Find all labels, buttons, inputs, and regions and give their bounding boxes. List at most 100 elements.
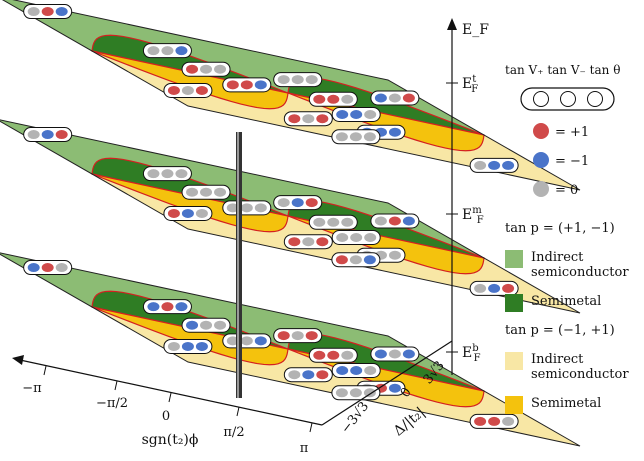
legend-dot-label: = +1 <box>555 125 589 140</box>
badge-dot <box>388 93 401 103</box>
phi-axis-label: sgn(t₂)ϕ <box>142 432 199 448</box>
badge-dot <box>336 233 349 242</box>
state-badge <box>331 252 381 268</box>
badge-dot <box>502 283 515 293</box>
state-badge <box>331 129 381 145</box>
badge-dot <box>55 130 68 140</box>
legend-dot-label: = 0 <box>555 183 578 198</box>
badge-dot <box>335 132 348 142</box>
badge-dot <box>388 383 401 393</box>
badge-dot <box>226 336 239 346</box>
badge-dot <box>302 237 315 247</box>
badge-dot <box>277 75 290 85</box>
energy-axis-arrow <box>447 18 457 30</box>
badge-dot <box>147 302 160 312</box>
badge-dot <box>288 114 301 124</box>
legend-group1-label: semiconductor <box>531 265 629 280</box>
phi-tick-label: −π/2 <box>96 396 128 411</box>
badge-dot <box>186 64 199 74</box>
badge-dot <box>350 110 363 119</box>
badge-dot <box>335 255 348 265</box>
state-badge <box>273 72 323 88</box>
legend-group1-label: Semimetal <box>531 294 601 309</box>
energy-level-label: Eb F <box>462 343 481 364</box>
badge-dot <box>316 237 329 247</box>
phi-tick <box>43 365 47 376</box>
badge-dot <box>302 370 315 380</box>
badge-dot <box>147 46 160 56</box>
badge-dot <box>363 255 376 265</box>
badge-dot <box>388 349 401 359</box>
state-badge <box>370 90 420 106</box>
layer-top <box>1 0 581 191</box>
region-yellow-semimetal-left <box>91 50 289 110</box>
delta-axis <box>321 340 453 426</box>
state-badge <box>273 328 323 344</box>
state-badge <box>163 338 213 354</box>
badge-dot <box>349 388 362 398</box>
badge-dot <box>55 263 68 273</box>
delta-tick-label: −3√3 <box>338 399 372 436</box>
state-badge <box>331 363 381 378</box>
badge-dot <box>374 93 387 103</box>
legend-badge-slot <box>533 91 549 107</box>
layer-outline <box>0 252 581 447</box>
legend-group: tan V₊ tan V₋ tan θ = +1 = −1 = 0 tan p = (+… <box>505 63 629 414</box>
badge-dot <box>161 169 174 179</box>
badge-dot <box>254 203 267 213</box>
badge-dot <box>288 370 301 380</box>
badge-dot <box>327 350 340 360</box>
state-badge <box>273 195 323 211</box>
badge-dot <box>167 85 180 95</box>
layer-outline <box>1 0 581 191</box>
badge-dot <box>474 416 487 426</box>
legend-group2-swatch <box>505 396 523 414</box>
legend-dot <box>533 123 549 139</box>
badge-dot <box>349 132 362 142</box>
legend-group1-title: tan p = (+1, −1) <box>505 221 615 236</box>
legend-group2-title: tan p = (−1, +1) <box>505 323 615 338</box>
phi-tick <box>309 422 313 433</box>
badge-dot <box>254 336 267 346</box>
badge-dot <box>161 302 174 312</box>
state-badge <box>308 347 358 363</box>
badge-dot <box>364 366 377 375</box>
state-badge <box>222 333 272 349</box>
state-badge <box>181 317 231 333</box>
badge-dot <box>305 198 318 208</box>
badge-dot <box>388 250 401 260</box>
badge-dot <box>55 7 68 17</box>
badge-dot <box>27 7 40 17</box>
state-badge <box>181 184 231 200</box>
badge-dot <box>195 85 208 95</box>
badge-dot <box>226 80 239 90</box>
energy-level-label: Et F <box>462 74 478 95</box>
badge-dot <box>350 366 363 375</box>
badge-dot <box>27 130 40 140</box>
badge-dot <box>200 320 213 330</box>
state-badge <box>23 260 73 276</box>
phi-tick <box>114 380 118 391</box>
badge-dot <box>316 114 329 124</box>
badge-dot <box>288 237 301 247</box>
state-badge <box>469 157 519 173</box>
badge-dot <box>181 85 194 95</box>
badge-dot <box>254 80 267 90</box>
badge-dot <box>291 198 304 208</box>
badge-dot <box>240 336 253 346</box>
state-badge <box>163 205 213 221</box>
badge-dot <box>341 350 354 360</box>
badge-dot <box>41 263 54 273</box>
badge-dot <box>350 233 363 242</box>
badge-dot <box>474 283 487 293</box>
badge-dot <box>277 198 290 208</box>
badge-dot <box>364 110 377 119</box>
badge-dot <box>302 114 315 124</box>
badge-dot <box>27 263 40 273</box>
badge-dot <box>181 208 194 218</box>
badge-dot <box>402 93 415 103</box>
badge-dot <box>291 75 304 85</box>
badge-dot <box>200 64 213 74</box>
legend-badge-slot <box>587 91 603 107</box>
state-badge <box>308 91 358 107</box>
